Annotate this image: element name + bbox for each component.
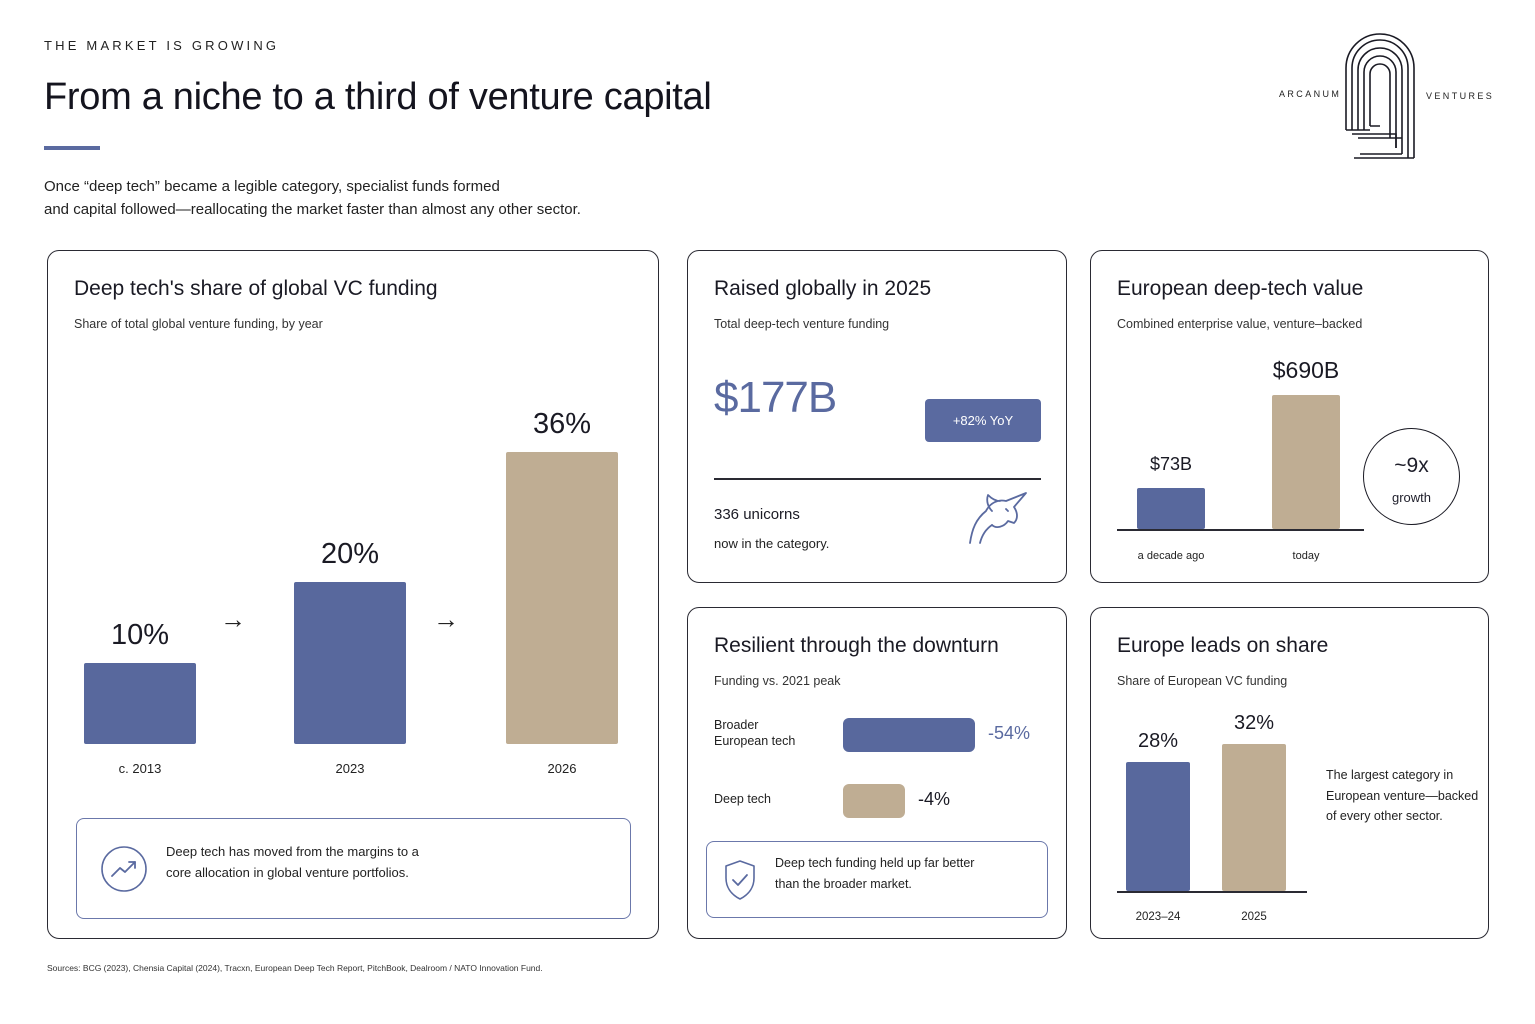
value-label: 10% [110,619,170,651]
value-label: 32% [1233,712,1275,734]
bar-0 [1126,762,1190,891]
x-tick-label: c. 2013 [118,761,162,776]
callout-line-1: Deep tech has moved from the margins to … [166,844,419,859]
row-label-broader: Broader European tech [714,717,795,749]
x-tick-label: 2026 [547,761,577,776]
divider [714,478,1041,480]
bar-0 [84,663,196,744]
trend-up-icon [101,846,147,892]
intro-line-2: and capital followed—reallocating the ma… [44,201,581,218]
share-callout: Deep tech has moved from the margins to … [76,818,631,919]
europe-note: The largest category in European venture… [1326,765,1486,827]
x-tick-label: today [1292,550,1320,562]
row-label-line: Broader [714,718,759,732]
arch-monogram-icon [1345,33,1415,159]
callout-line-2: core allocation in global venture portfo… [166,865,409,880]
callout-line-1: Deep tech funding held up far better [775,856,975,870]
shield-check-icon [725,860,755,900]
note-line: of every other sector. [1326,809,1443,823]
chart-baseline [1117,891,1307,893]
bar-1 [843,784,905,818]
logo-text-right: VENTURES [1426,91,1495,101]
card-subtitle: Total deep-tech venture funding [714,317,890,331]
growth-number: ~9x [1394,454,1429,477]
unicorn-count: 336 unicorns [714,506,800,523]
card-raised-2025: Raised globally in 2025 Total deep-tech … [687,250,1067,583]
bar-0 [843,718,975,752]
card-european-value: European deep-tech value Combined enterp… [1090,250,1489,583]
value-label: -54% [988,723,1031,743]
card-resilient: Resilient through the downturn Funding v… [687,607,1067,939]
value-label: $690B [1272,357,1340,383]
value-label: $73B [1149,454,1193,474]
intro-text: Once “deep tech” became a legible catego… [44,175,664,221]
card-subtitle: Share of total global venture funding, b… [74,317,323,331]
value-label: -4% [918,789,951,809]
resilient-callout: Deep tech funding held up far better tha… [706,841,1048,918]
unicorn-sub: now in the category. [714,536,830,551]
card-subtitle: Combined enterprise value, venture–backe… [1117,317,1363,331]
bar-1 [1222,744,1286,891]
title-rule [44,146,100,150]
arrow-right-icon: → [220,604,246,634]
card-title: Europe leads on share [1117,634,1329,657]
bar-0 [1137,488,1205,529]
bar-2 [506,452,618,744]
note-line: The largest category in [1326,768,1454,782]
chart-baseline [1117,529,1364,531]
x-tick-label: a decade ago [1137,550,1205,562]
row-label-line: European tech [714,734,796,748]
card-title: Resilient through the downturn [714,634,999,657]
card-subtitle: Share of European VC funding [1117,674,1288,688]
callout-line-2: than the broader market. [775,876,912,891]
card-title: Raised globally in 2025 [714,277,932,300]
raised-amount: $177B [714,373,837,422]
card-europe-share: Europe leads on share Share of European … [1090,607,1489,939]
eyebrow: THE MARKET IS GROWING [44,38,280,53]
bar-1 [1272,395,1340,529]
x-tick-label: 2023 [335,761,365,776]
row-label-deeptech: Deep tech [714,792,771,806]
note-line: European venture—backed [1326,788,1479,803]
x-tick-label: 2025 [1241,911,1267,923]
card-title: European deep-tech value [1117,277,1364,300]
card-title: Deep tech's share of global VC funding [74,277,438,300]
intro-line-1: Once “deep tech” became a legible catego… [44,178,500,195]
bar-1 [294,582,406,744]
unicorn-icon [969,492,1027,544]
growth-badge: ~9x growth [1363,428,1460,525]
x-tick-label: 2023–24 [1135,911,1181,923]
card-global-share: Deep tech's share of global VC funding S… [47,250,659,939]
card-subtitle: Funding vs. 2021 peak [714,674,841,688]
value-label: 36% [532,408,592,440]
value-label: 20% [320,538,380,570]
growth-label: growth [1391,490,1432,505]
logo-text-left: ARCANUM [1279,89,1342,99]
arrow-right-icon: → [433,604,459,634]
yoy-badge: +82% YoY [925,399,1041,442]
page-title: From a niche to a third of venture capit… [44,76,712,118]
sources-footnote: Sources: BCG (2023), Chensia Capital (20… [47,963,543,973]
value-label: 28% [1137,730,1179,752]
